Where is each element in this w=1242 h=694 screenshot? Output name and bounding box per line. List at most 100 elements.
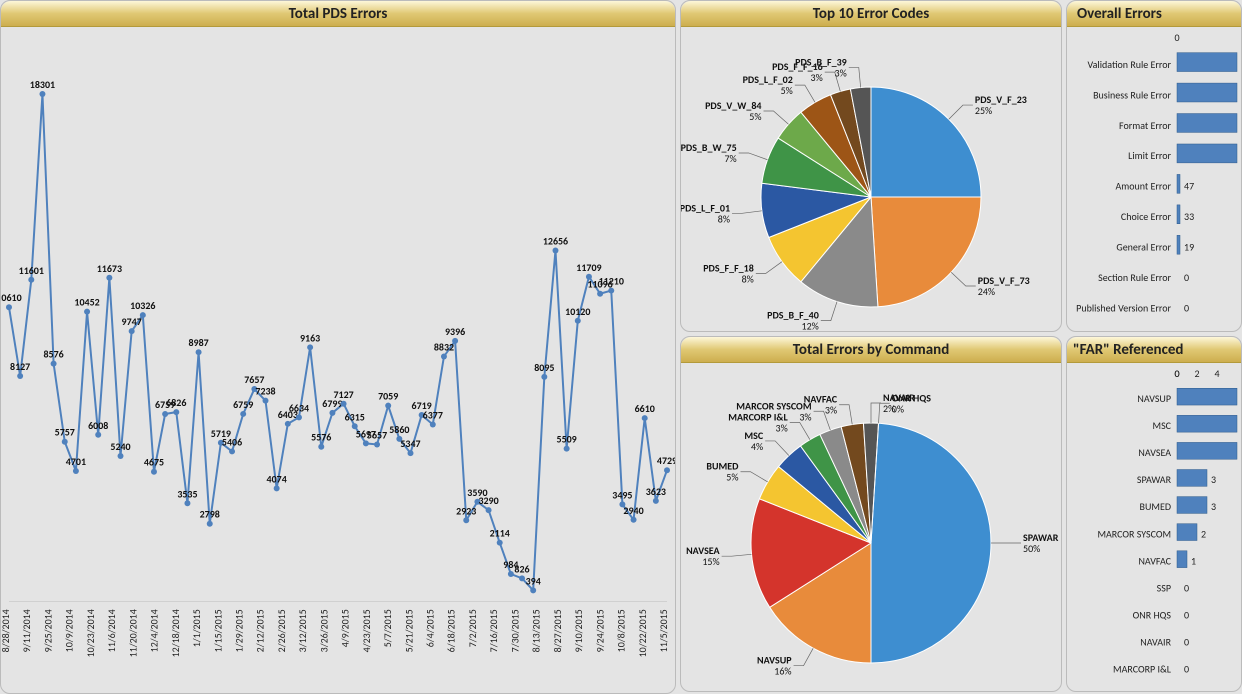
panel-title: Total PDS Errors [1,1,675,27]
bar-value: 3 [1211,500,1216,513]
line-value-label: 3535 [177,488,197,500]
panel-title: "FAR" Referenced [1067,337,1241,363]
bar-value: 33 [1184,210,1194,223]
x-tick-label: 8/27/2015 [552,609,564,652]
line-value-label: 5509 [557,434,577,446]
line-point [39,91,45,97]
bar-category: NAVSEA [1138,446,1171,459]
line-value-label: 5347 [400,438,420,450]
bar-value: 0 [1184,663,1189,676]
x-tick-label: 5/21/2015 [403,609,415,652]
line-value-label: 826 [514,563,529,575]
x-tick-label: 7/16/2015 [488,609,500,652]
x-tick-label: 2/12/2015 [255,609,267,652]
line-point [296,414,302,420]
line-value-label: 4074 [267,473,287,485]
pie-pct: 50% [1023,542,1040,555]
line-point [162,411,168,417]
line-point [508,571,514,577]
line-point [452,338,458,344]
x-tick-label: 7/30/2015 [509,609,521,652]
bar-value: 2 [1201,527,1206,540]
x-tick-label: 8/28/2014 [1,609,12,652]
x-tick-label: 9/24/2015 [594,609,606,652]
line-point [430,422,436,428]
line-point [575,318,581,324]
line-value-label: 5757 [55,427,75,439]
line-value-label: 3623 [646,486,666,498]
x-tick-label: 1/15/2015 [212,609,224,652]
line-point [642,415,648,421]
line-point [653,498,659,504]
x-tick-label: 3/12/2015 [297,609,309,652]
pie-pct: 15% [702,555,719,568]
x-tick-label: 4/23/2015 [361,609,373,652]
bar-value: 0 [1184,636,1189,649]
line-value-label: 6377 [423,410,443,422]
line-point [229,448,235,454]
x-tick-label: 12/18/2014 [170,609,182,657]
pie-slice [871,197,981,307]
bar-value: 0 [1184,609,1189,622]
bar [1177,551,1187,568]
line-value-label: 394 [526,575,541,587]
x-tick-label: 9/11/2014 [21,609,33,652]
bar-value: 1 [1191,554,1196,567]
pie-pct: 5% [749,110,761,123]
panel-total-pds-errors: Total PDS Errors 10610812711601183018576… [0,0,676,694]
line-value-label: 7657 [244,374,264,386]
line-value-label: 11601 [19,265,44,277]
line-point [307,344,313,350]
line-point [463,517,469,523]
line-point [118,453,124,459]
x-tick-label: 2/26/2015 [276,609,288,652]
line-point [318,444,324,450]
bar [1177,415,1237,432]
bar-category: MSC [1153,419,1172,432]
bar [1177,205,1180,224]
bar-category: Limit Error [1128,149,1171,162]
line-value-label: 5406 [222,436,242,448]
line-value-label: 2114 [490,528,510,540]
line-value-label: 7059 [378,391,398,403]
bar [1177,174,1180,193]
x-tick-label: 1/1/2015 [191,609,203,647]
line-value-label: 10120 [565,306,590,318]
line-value-label: 10326 [130,300,155,312]
line-point [486,507,492,513]
bar [1177,53,1237,72]
line-point [73,468,79,474]
bar-overall-area: 0Validation Rule ErrorBusiness Rule Erro… [1067,27,1241,331]
x-tick-label: 12/4/2014 [149,609,161,652]
line-value-label: 6315 [345,411,365,423]
line-point [84,309,90,315]
line-value-label: 11673 [97,263,122,275]
line-value-label: 11709 [576,262,601,274]
bar [1177,524,1197,541]
line-chart-area: 1061081271160118301857657574701104526008… [1,27,675,693]
x-tick-label: 9/25/2014 [42,609,54,652]
bar-value: 19 [1184,241,1194,254]
bar-category: SSP [1157,581,1171,594]
line-point [274,485,280,491]
line-point [541,374,547,380]
bar-category: Section Rule Error [1098,271,1171,284]
bar-category: NAVFAC [1138,554,1171,567]
line-value-label: 9747 [122,316,142,328]
line-point [552,248,558,254]
panel-title: Total Errors by Command [681,337,1061,363]
line-point [341,401,347,407]
line-point [441,353,447,359]
line-value-label: 6008 [88,420,108,432]
bar-category: NAVSUP [1137,392,1171,405]
line-point [62,439,68,445]
line-point [564,446,570,452]
bar-category: Business Rule Error [1093,88,1171,101]
x-tick-label: 6/18/2015 [446,609,458,652]
line-point [374,441,380,447]
pie-pct: 7% [724,152,736,165]
line-point [408,450,414,456]
pie-slice [871,423,991,663]
panel-title: Top 10 Error Codes [681,1,1061,27]
line-value-label: 7238 [255,386,275,398]
